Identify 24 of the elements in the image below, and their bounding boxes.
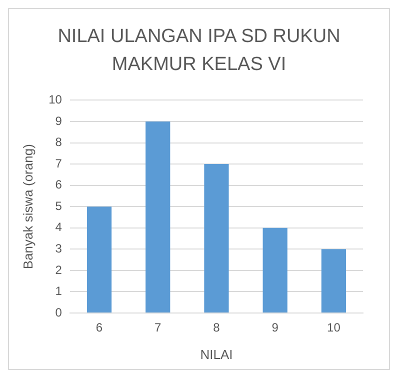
y-tick-label: 3 — [55, 241, 62, 256]
y-axis-title: Banyak siswa (orang) — [20, 144, 36, 270]
y-tick-label: 5 — [55, 198, 62, 213]
y-tick-label: 1 — [55, 284, 62, 298]
y-tick-label: 9 — [55, 114, 62, 128]
bar — [146, 121, 170, 312]
x-tick-label: 10 — [327, 320, 341, 335]
bar — [204, 164, 229, 312]
bar — [321, 249, 346, 312]
bar — [86, 206, 112, 312]
x-axis-title: NILAI — [200, 346, 233, 362]
bar — [262, 228, 288, 312]
y-tick-label: 4 — [55, 220, 62, 234]
y-tick-label: 0 — [55, 305, 62, 320]
x-tick-label: 7 — [154, 320, 162, 335]
y-tick-label: 2 — [55, 262, 62, 277]
y-tick-label: 6 — [55, 178, 62, 192]
x-tick-label: 6 — [96, 320, 103, 335]
chart-title: NILAI ULANGAN IPA SD RUKUN MAKMUR KELAS VI — [56, 25, 342, 77]
y-tick-label: 7 — [55, 156, 62, 170]
y-tick-label: 10 — [48, 92, 62, 107]
x-tick-label: 8 — [213, 320, 220, 335]
y-tick-label: 8 — [55, 135, 62, 150]
x-tick-label: 9 — [272, 320, 279, 335]
